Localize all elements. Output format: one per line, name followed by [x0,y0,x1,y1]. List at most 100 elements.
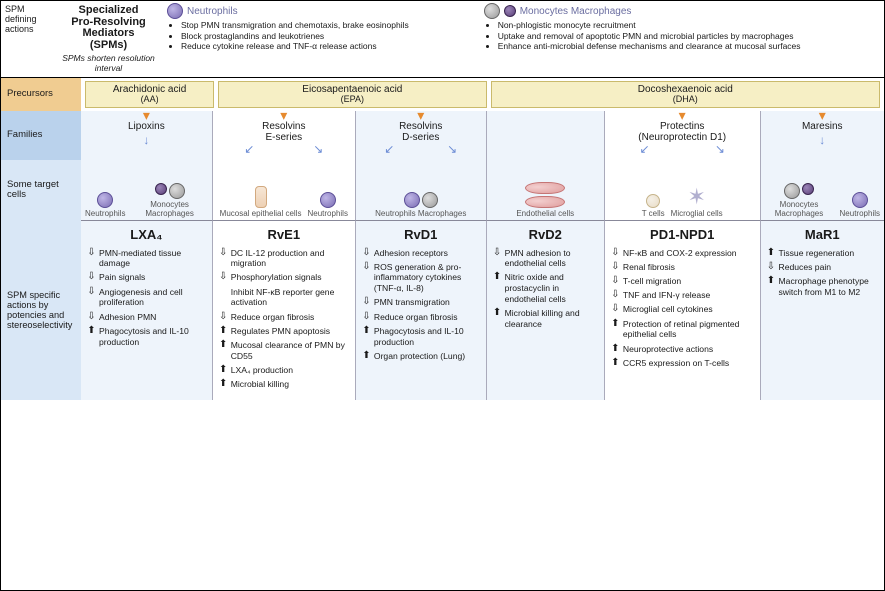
arrow-down-icon: ⇩ [493,248,502,269]
neutrophil-icon [852,192,868,208]
action-item: ⬆Protection of retinal pigmented epithel… [611,319,754,340]
action-item: ⇩TNF and IFN-γ release [611,290,754,301]
arrow-down-icon: ⇩ [362,312,371,323]
actions-c3: RvD2⇩PMN adhesion to endothelial cells⬆N… [486,220,604,399]
action-text: TNF and IFN-γ release [623,290,710,301]
action-item: ⇩Renal fibrosis [611,262,754,273]
arrow-down-icon: ⇩ [611,262,620,273]
microglia-icon: ✶ [687,186,705,208]
family-blank: ▾ [486,111,604,160]
arrow-down-icon: ⇩ [362,248,371,259]
family-protectins: ▾ Protectins (Neuroprotectin D1) ↙↘ [604,111,760,160]
arrow-up-icon: ⬆ [493,308,502,329]
action-text: DC IL-12 production and migration [231,248,349,269]
action-item: ⬆Mucosal clearance of PMN by CD55 [219,340,349,361]
mol-label: PD1-NPD1 [611,227,754,243]
actions-c5: MaR1⬆Tissue regeneration⇩Reduces pain⬆Ma… [760,220,885,399]
arrow-down-icon: ⇩ [87,312,96,323]
action-item: ⇩Reduce organ fibrosis [219,312,349,323]
family-resolvins-e: ▾ Resolvins E-series ↙↘ [212,111,355,160]
family-label: Lipoxins [128,121,165,132]
arrow-down-icon: ⇩ [611,276,620,287]
arrow-up-icon: ⬆ [611,319,620,340]
bullet: Reduce cytokine release and TNF-α releas… [181,41,472,52]
action-item: ⇩Adhesion receptors [362,248,480,259]
row-label-precursors: Precursors [1,78,81,111]
action-text: Reduce organ fibrosis [374,312,458,323]
precursor-abbr: (DHA) [492,95,879,105]
split-arrows: ↙↘ [607,143,758,156]
mol-label: MaR1 [767,227,879,243]
title-line: Mediators [58,28,159,40]
precursor-aa: Arachidonic acid (AA) [85,81,214,108]
action-text: Microglial cell cytokines [623,304,713,315]
action-item: Inhibit NF-κB reporter gene activation [219,287,349,308]
target-c3: Endothelial cells [486,160,604,220]
arrow-down-icon: ⇩ [87,272,96,283]
title-line: (SPMs) [58,40,159,52]
macrophage-icon [802,183,814,195]
precursor-abbr: (AA) [86,95,213,105]
action-item: ⬆Phagocytosis and IL-10 production [362,326,480,347]
action-text: Adhesion PMN [99,312,156,323]
action-text: NF-κB and COX-2 expression [623,248,737,259]
action-text: T-cell migration [623,276,681,287]
action-item: ⇩DC IL-12 production and migration [219,248,349,269]
family-grid: ▾ Lipoxins ↓ ▾ Resolvins E-series ↙↘ ▾ R… [81,111,884,160]
arrow-up-icon: ⬆ [219,379,228,390]
target-c0: Neutrophils Monocytes Macrophages [81,160,212,220]
action-text: LXA₄ production [231,365,293,376]
action-text: Reduce organ fibrosis [231,312,315,323]
action-text: Microbial killing [231,379,289,390]
spm-figure: SPM defining actions Specialized Pro-Res… [0,0,885,591]
action-item: ⬆LXA₄ production [219,365,349,376]
neutrophil-icon [167,3,183,19]
row-label-actions: SPM specific actions by potencies and st… [1,220,81,399]
family-row: Families ▾ Lipoxins ↓ ▾ Resolvins E-seri… [1,111,884,160]
bullet: Block prostaglandins and leukotrienes [181,31,472,42]
actions-c2: RvD1⇩Adhesion receptors⇩ROS generation &… [355,220,486,399]
action-text: Inhibit NF-κB reporter gene activation [231,287,349,308]
arrow-up-icon: ⬆ [767,248,776,259]
arrow-down-icon: ⇩ [611,290,620,301]
arrow-up-icon: ⬆ [767,276,776,297]
action-item: ⬆Tissue regeneration [767,248,879,259]
macrophage-icon [422,192,438,208]
precursor-row: Precursors Arachidonic acid (AA) Eicosap… [1,78,884,111]
neutrophil-icon [404,192,420,208]
family-label: Maresins [802,121,843,132]
action-text: Tissue regeneration [779,248,855,259]
no-arrow [219,287,228,308]
precursor-dha: Docoshexaenoic acid (DHA) [491,81,880,108]
action-text: Renal fibrosis [623,262,675,273]
split-arrows: ↙↘ [215,143,353,156]
action-text: Phagocytosis and IL-10 production [374,326,480,347]
actions-c4: PD1-NPD1⇩NF-κB and COX-2 expression⇩Rena… [604,220,760,399]
action-item: ⬆Neuroprotective actions [611,344,754,355]
action-text: Organ protection (Lung) [374,351,465,362]
top-header: SPM defining actions Specialized Pro-Res… [1,1,884,78]
action-text: Phagocytosis and IL-10 production [99,326,206,347]
target-row: Some target cells Neutrophils Monocytes … [1,160,884,220]
top-monocyte-col: Monocytes Macrophages Non-phlogistic mon… [478,1,884,77]
row-label-families: Families [1,111,81,160]
bullet: Non-phlogistic monocyte recruitment [498,20,878,31]
action-text: Reduces pain [779,262,832,273]
row-label-targets: Some target cells [1,160,81,220]
monocyte-icon [169,183,185,199]
actions-c1: RvE1⇩DC IL-12 production and migration⇩P… [212,220,355,399]
action-item: ⬆Nitric oxide and prostacyclin in endoth… [493,272,598,304]
arrow-down-icon: ⇩ [87,248,96,269]
family-label: Resolvins D-series [399,121,442,143]
arrow-up-icon: ⬆ [219,365,228,376]
action-item: ⇩Microglial cell cytokines [611,304,754,315]
bullet: Enhance anti-microbial defense mechanism… [498,41,878,52]
action-text: Pain signals [99,272,145,283]
action-item: ⇩NF-κB and COX-2 expression [611,248,754,259]
action-text: CCR5 expression on T-cells [623,358,729,369]
top-neutrophil-col: Neutrophils Stop PMN transmigration and … [161,1,478,77]
monocyte-header-text: Monocytes Macrophages [520,6,632,17]
actions-grid: LXA₄⇩PMN-mediated tissue damage⇩Pain sig… [81,220,884,399]
action-item: ⇩PMN-mediated tissue damage [87,248,206,269]
neutrophil-header-text: Neutrophils [187,6,238,17]
